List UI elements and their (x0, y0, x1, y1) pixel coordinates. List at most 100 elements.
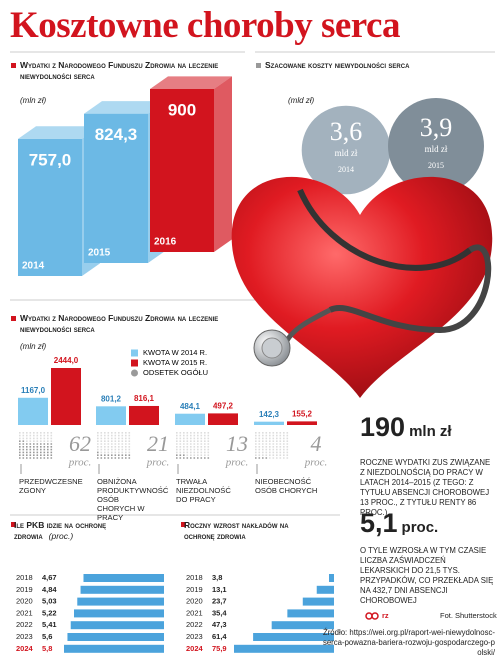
bar (287, 609, 334, 618)
unit: (proc.) (48, 531, 74, 541)
bar-top (18, 126, 100, 139)
bar (328, 574, 334, 582)
bar (77, 597, 164, 606)
unit: (mld zł) (288, 96, 315, 105)
value-label: 142,3 (259, 410, 280, 419)
category-label: 2023 (186, 632, 203, 641)
waffle-empty (176, 432, 210, 456)
value-label: 5,03 (42, 597, 57, 606)
chart-title: Wydatki z Narodowego Funduszu Zdrowia na… (20, 60, 219, 81)
percent-unit: proc. (225, 457, 249, 469)
fact-unit: mln zł (409, 423, 452, 440)
fact-value: 5,1 proc. (360, 508, 438, 539)
bar (254, 421, 284, 425)
value-label: 824,3 (95, 125, 138, 144)
legend-swatch (131, 359, 138, 367)
bar (64, 644, 164, 653)
percent-value: 13 (226, 431, 248, 456)
chest-piece (261, 337, 283, 359)
value-unit: mld zł (335, 148, 358, 158)
bar-top (84, 101, 166, 114)
chart-title: Wydatki z Narodowego Funduszu Zdrowia na… (20, 313, 219, 334)
photo-credit: Fot. Shutterstock (440, 611, 497, 620)
bubble (388, 98, 484, 194)
bar (83, 574, 164, 582)
value-label: 61,4 (212, 632, 227, 641)
category-label: 2015 (88, 248, 111, 259)
bullet (11, 316, 16, 321)
chart-title: Szacowane koszty niewydolności serca (265, 60, 410, 70)
stethoscope-tube (328, 244, 492, 334)
waffle (255, 457, 268, 459)
category-label: 2023 (16, 632, 33, 641)
heart (231, 176, 493, 398)
stethoscope-tube (297, 188, 472, 271)
category-label: 2014 (22, 261, 45, 272)
value-label: 75,9 (212, 644, 227, 653)
legend-label: KWOTA W 2014 R. (143, 348, 207, 357)
source: Źródło: https://wei.org.pl/raport-wei-ni… (322, 628, 495, 657)
value-label: 4,84 (42, 585, 57, 594)
value-label: 3,8 (212, 573, 222, 582)
fact-number: 190 (360, 412, 406, 442)
legend-swatch (131, 369, 138, 377)
waffle (19, 440, 53, 459)
category-label: 2015 (428, 161, 444, 170)
category-label: Trwała niezdolność do pracy (176, 477, 231, 504)
percent-unit: proc. (146, 457, 170, 469)
legend-label: ODSETEK OGÓŁU (143, 368, 208, 377)
bar (175, 413, 205, 425)
value-label: 1167,0 (21, 386, 46, 395)
value-label: 757,0 (29, 150, 72, 169)
fact-text: Roczne wydatki ZUS związane z niezdolnoś… (360, 458, 491, 517)
value-label: 4,67 (42, 573, 57, 582)
chart-title: Roczny wzrost nakładów na ochronę zdrowi… (184, 520, 289, 541)
bullet (11, 522, 16, 527)
heart-illustration (231, 176, 493, 398)
unit: (mln zł) (20, 96, 47, 105)
bullet (181, 522, 186, 527)
percent-unit: proc. (68, 457, 92, 469)
value-label: 900 (168, 100, 196, 119)
value-label: 5,6 (42, 632, 52, 641)
legend-swatch (131, 349, 138, 357)
category-label: 2019 (186, 585, 203, 594)
category-label: Nieobecność osób chorych (255, 477, 318, 495)
unit: (mln zł) (20, 342, 47, 351)
value-label: 801,2 (101, 394, 122, 403)
bar (150, 89, 214, 252)
percent-value: 4 (311, 431, 322, 456)
category-label: 2020 (186, 597, 203, 606)
value-label: 47,3 (212, 620, 227, 629)
category-label: 2024 (186, 644, 204, 653)
bar (80, 585, 164, 594)
category-label: 2014 (338, 165, 354, 174)
value-label: 484,1 (180, 402, 201, 411)
bar (96, 406, 126, 425)
category-label: 2021 (16, 608, 33, 617)
value-label: 5,22 (42, 608, 57, 617)
value-label: 5,41 (42, 620, 57, 629)
bar (84, 113, 148, 263)
percent-value: 21 (147, 431, 169, 456)
percent-unit: proc. (304, 457, 328, 469)
bar (253, 633, 334, 641)
bubble (301, 105, 391, 195)
category-label: 2024 (16, 644, 34, 653)
fact-unit: proc. (401, 519, 439, 536)
value-label: 23,7 (212, 597, 227, 606)
waffle-empty (97, 432, 131, 454)
legend-label: KWOTA W 2015 R. (143, 358, 207, 367)
bar (129, 405, 159, 425)
bar (208, 413, 238, 425)
value-label: 35,4 (212, 608, 227, 617)
category-label: 2018 (186, 573, 203, 582)
bar (316, 585, 334, 594)
value-unit: mld zł (425, 144, 448, 154)
category-label: 2021 (186, 608, 203, 617)
bar (74, 609, 164, 618)
category-label: Przedwczesne zgony (19, 477, 83, 495)
bar (271, 621, 334, 630)
